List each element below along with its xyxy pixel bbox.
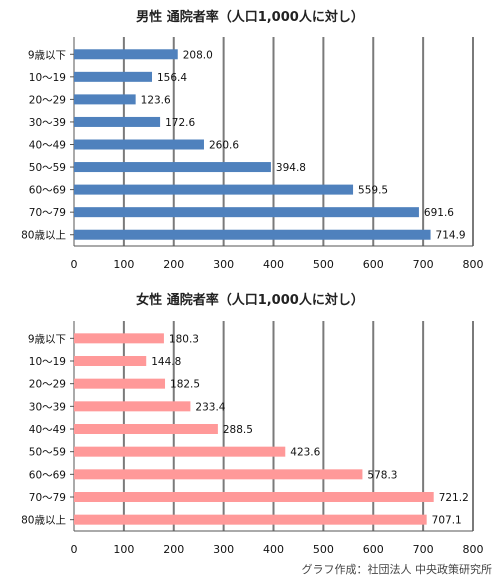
bar: [74, 49, 178, 60]
data-label: 721.2: [439, 492, 469, 504]
bar: [74, 492, 434, 502]
x-tick-label: 200: [163, 543, 184, 556]
category-label: 20～29: [29, 379, 66, 391]
data-label: 578.3: [367, 469, 397, 481]
male-chart: 0 100 200 300 400 500 600 700 800 9歳以下 208.0 10～19 1…: [21, 37, 484, 271]
bar: [74, 333, 164, 344]
data-label: 156.4: [157, 72, 187, 84]
data-label: 559.5: [358, 185, 388, 197]
category-label: 70～79: [29, 207, 66, 219]
x-tick-label: 500: [313, 543, 334, 556]
data-label: 714.9: [436, 230, 466, 242]
bar: [74, 184, 354, 195]
category-label: 30～39: [29, 401, 66, 413]
bar: [74, 378, 166, 389]
data-label: 208.0: [183, 49, 213, 61]
x-tick-label: 0: [71, 258, 78, 271]
category-label: 50～59: [29, 447, 66, 459]
category-label: 9歳以下: [28, 333, 66, 345]
x-tick-label: 600: [363, 258, 384, 271]
data-label: 180.3: [169, 333, 199, 345]
x-tick-label: 0: [71, 543, 78, 556]
bar: [74, 514, 427, 525]
credit-text: グラフ作成：社団法人 中央政策研究所: [302, 562, 493, 576]
x-tick-label: 800: [463, 543, 484, 556]
x-tick-label: 600: [363, 543, 384, 556]
category-label: 20～29: [29, 94, 66, 106]
category-label: 9歳以下: [28, 49, 66, 61]
bar: [74, 162, 271, 173]
category-label: 60～69: [29, 469, 66, 481]
x-tick-label: 400: [263, 543, 284, 556]
data-label: 182.5: [170, 379, 200, 391]
bar: [74, 356, 147, 366]
x-tick-label: 200: [163, 258, 184, 271]
category-label: 70～79: [29, 492, 66, 504]
x-tick-label: 100: [113, 543, 134, 556]
category-label: 40～49: [29, 424, 66, 436]
chart-title-female: 女性 通院者率（人口1,000人に対し）: [136, 292, 364, 308]
female-chart: 0 100 200 300 400 500 600 700 800 9歳以下 180.3 10～19 1…: [21, 321, 484, 556]
category-label: 40～49: [29, 140, 66, 152]
category-label: 10～19: [29, 72, 66, 84]
bar: [74, 424, 218, 434]
chart-title-male: 男性 通院者率（人口1,000人に対し）: [136, 9, 364, 25]
bar: [74, 207, 419, 218]
data-label: 233.4: [195, 401, 225, 413]
category-label: 10～19: [29, 356, 66, 368]
bar: [74, 229, 431, 240]
x-tick-label: 100: [113, 258, 134, 271]
x-tick-label: 300: [213, 258, 234, 271]
x-tick-label: 300: [213, 543, 234, 556]
bar: [74, 469, 363, 480]
data-label: 288.5: [223, 424, 253, 436]
bar: [74, 139, 204, 150]
bar: [74, 71, 153, 82]
category-label: 80歳以上: [21, 230, 66, 242]
data-label: 423.6: [290, 447, 320, 459]
data-label: 123.6: [141, 94, 171, 106]
category-label: 80歳以上: [21, 515, 66, 527]
category-label: 30～39: [29, 117, 66, 129]
data-label: 144.8: [151, 356, 181, 368]
x-tick-label: 800: [463, 258, 484, 271]
bar: [74, 401, 191, 412]
data-label: 172.6: [165, 117, 195, 129]
bar: [74, 446, 286, 457]
data-label: 707.1: [432, 515, 462, 527]
data-label: 394.8: [276, 162, 306, 174]
data-label: 260.6: [209, 140, 239, 152]
bar: [74, 94, 136, 105]
category-label: 60～69: [29, 185, 66, 197]
x-tick-label: 700: [413, 258, 434, 271]
x-tick-label: 400: [263, 258, 284, 271]
x-tick-label: 500: [313, 258, 334, 271]
category-label: 50～59: [29, 162, 66, 174]
bar: [74, 116, 161, 127]
data-label: 691.6: [424, 207, 454, 219]
x-tick-label: 700: [413, 543, 434, 556]
